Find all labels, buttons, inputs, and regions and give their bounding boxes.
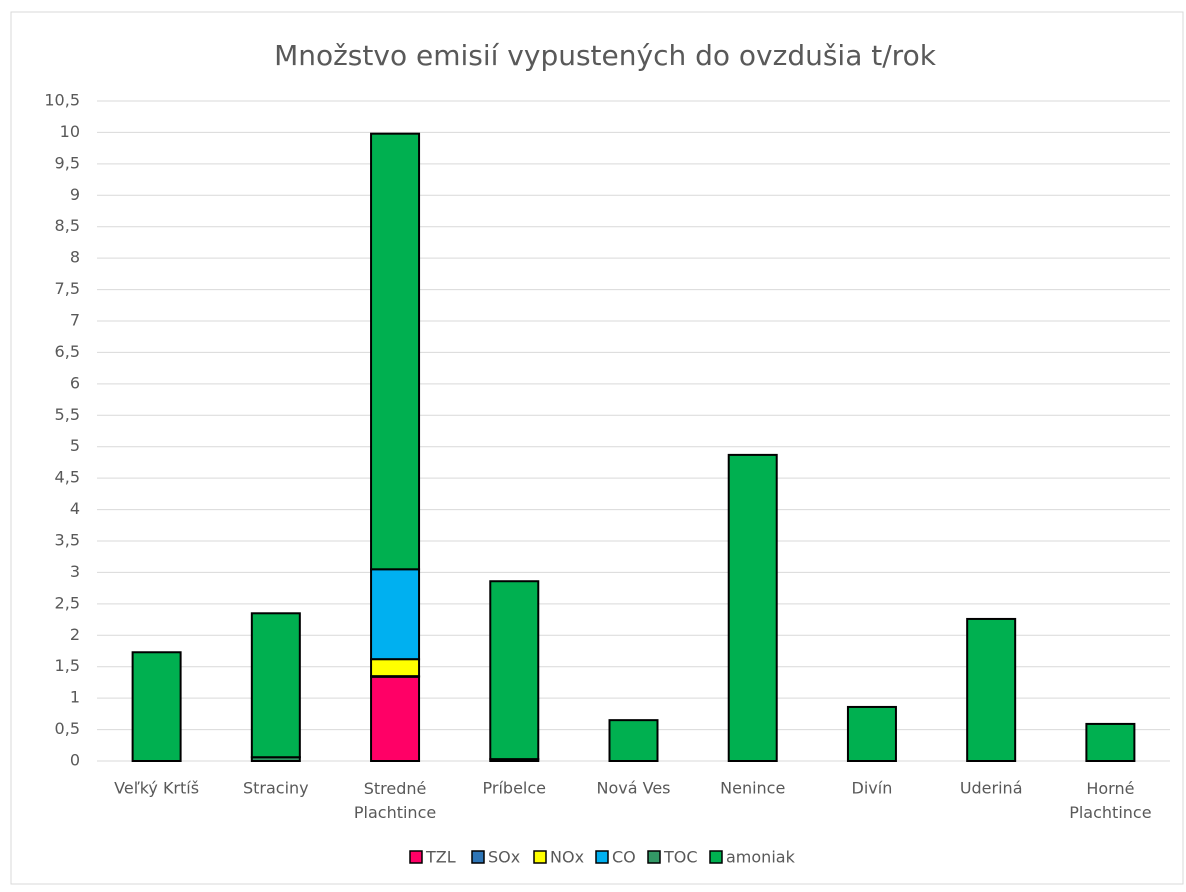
y-tick-label: 9,5 bbox=[55, 153, 80, 172]
legend-swatch bbox=[409, 850, 423, 864]
y-tick-label: 2,5 bbox=[55, 593, 80, 612]
x-tick-label: Nenince bbox=[720, 779, 785, 798]
y-tick-label: 0,5 bbox=[55, 719, 80, 738]
bar-segment bbox=[250, 612, 301, 759]
x-tick-label: Divín bbox=[852, 779, 893, 798]
y-tick-label: 4 bbox=[70, 499, 80, 518]
y-tick-label: 1 bbox=[70, 688, 80, 707]
x-tick-label: Veľký Krtíš bbox=[114, 779, 199, 798]
y-tick-label: 7,5 bbox=[55, 279, 80, 298]
y-tick-label: 0 bbox=[70, 751, 80, 770]
bar-segment bbox=[370, 675, 421, 762]
y-tick-label: 1,5 bbox=[55, 656, 80, 675]
bar-segment bbox=[846, 705, 897, 763]
x-tick-label: Príbelce bbox=[483, 779, 546, 798]
legend-label: CO bbox=[612, 848, 636, 867]
bar-segment bbox=[131, 651, 182, 762]
y-tick-label: 10 bbox=[60, 122, 80, 141]
y-tick-label: 5 bbox=[70, 436, 80, 455]
y-tick-label: 3,5 bbox=[55, 531, 80, 550]
legend-label: SOx bbox=[488, 848, 520, 867]
y-tick-label: 4,5 bbox=[55, 468, 80, 487]
legend-label: TOC bbox=[663, 848, 698, 867]
bar-segment bbox=[966, 617, 1017, 763]
bar-segment bbox=[370, 658, 421, 678]
bar-segment bbox=[1085, 722, 1136, 763]
bar-segment bbox=[727, 453, 778, 762]
y-tick-label: 6,5 bbox=[55, 342, 80, 361]
legend-label: amoniak bbox=[726, 848, 796, 867]
bar-segment bbox=[489, 580, 540, 761]
y-tick-label: 2 bbox=[70, 625, 80, 644]
x-tick-label: Straciny bbox=[243, 779, 309, 798]
x-tick-label: Nová Ves bbox=[597, 779, 671, 798]
y-tick-label: 9 bbox=[70, 185, 80, 204]
y-tick-label: 6 bbox=[70, 373, 80, 392]
y-tick-label: 3 bbox=[70, 562, 80, 581]
y-tick-label: 10,5 bbox=[44, 91, 80, 110]
bar-segment bbox=[370, 568, 421, 661]
legend-swatch bbox=[709, 850, 723, 864]
legend-label: TZL bbox=[425, 848, 456, 867]
y-tick-label: 8 bbox=[70, 248, 80, 267]
y-tick-label: 8,5 bbox=[55, 216, 80, 235]
x-tick-label: Horné Plachtince bbox=[1069, 779, 1151, 822]
x-tick-label: Uderiná bbox=[960, 779, 1023, 798]
legend-swatch bbox=[471, 850, 485, 864]
y-tick-label: 5,5 bbox=[55, 405, 80, 424]
legend-swatch bbox=[533, 850, 547, 864]
chart-title: Množstvo emisií vypustených do ovzdušia … bbox=[274, 39, 937, 72]
legend-swatch bbox=[647, 850, 661, 864]
legend-label: NOx bbox=[550, 848, 584, 867]
legend-swatch bbox=[595, 850, 609, 864]
bar-segment bbox=[370, 132, 421, 571]
y-tick-label: 7 bbox=[70, 311, 80, 330]
bar-segment bbox=[608, 719, 659, 763]
x-tick-label: Stredné Plachtince bbox=[354, 779, 436, 822]
